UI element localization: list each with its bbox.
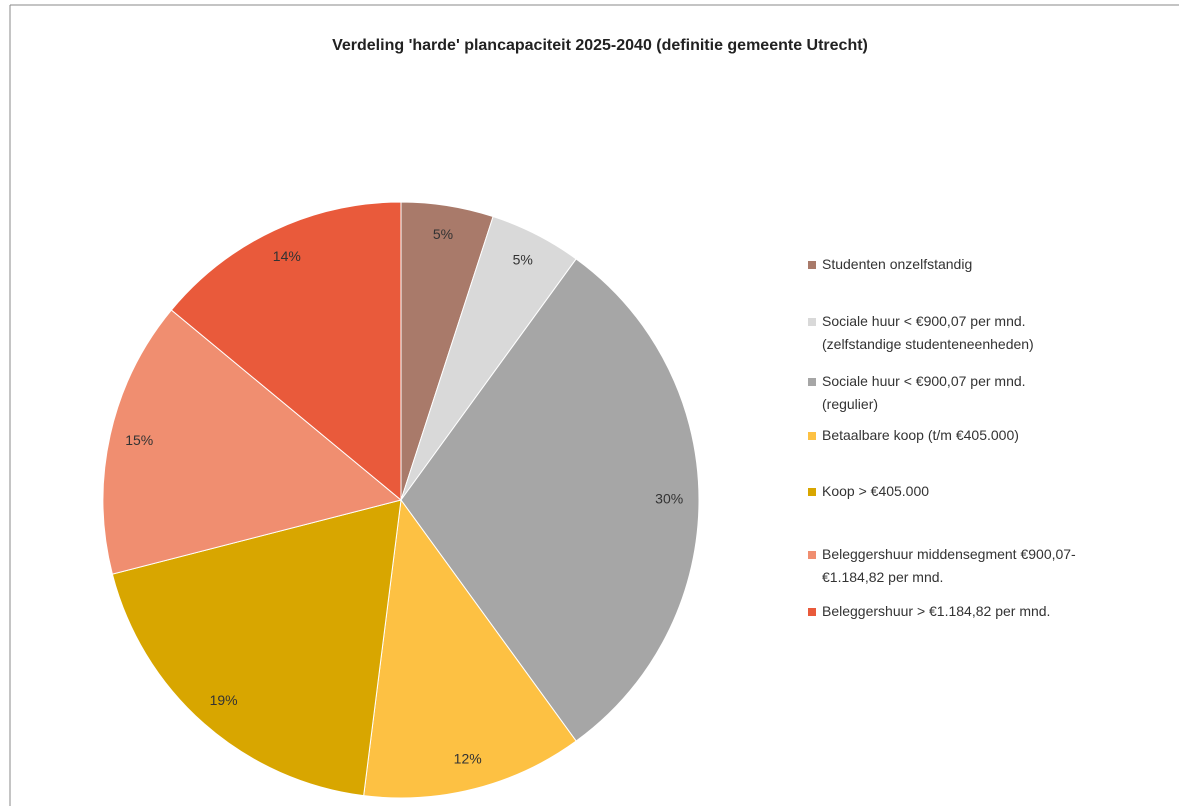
data-label: 19%: [210, 692, 238, 708]
legend-label: Sociale huur < €900,07 per mnd. (zelfsta…: [822, 313, 1034, 352]
legend-item: Studenten onzelfstandig: [808, 253, 972, 276]
legend-item: Betaalbare koop (t/m €405.000): [808, 424, 1019, 447]
legend-label: Beleggershuur > €1.184,82 per mnd.: [822, 603, 1051, 619]
data-label: 30%: [655, 491, 683, 507]
legend-item: Beleggershuur > €1.184,82 per mnd.: [808, 600, 1050, 623]
legend-label: Koop > €405.000: [822, 483, 930, 499]
data-label: 5%: [433, 226, 453, 242]
legend-item: Beleggershuur middensegment €900,07- €1.…: [808, 543, 1076, 589]
data-label: 15%: [125, 432, 153, 448]
pie-slice: [400, 258, 700, 742]
legend-swatch: [808, 261, 816, 269]
legend-item: Sociale huur < €900,07 per mnd. (regulie…: [808, 370, 1026, 416]
pie-slice: [170, 201, 402, 502]
legend-item: Sociale huur < €900,07 per mnd. (zelfsta…: [808, 310, 1034, 356]
legend-label: Sociale huur < €900,07 per mnd. (regulie…: [822, 373, 1026, 412]
legend-swatch: [808, 318, 816, 326]
legend-swatch: [808, 378, 816, 386]
legend-swatch: [808, 551, 816, 559]
legend-label: Beleggershuur middensegment €900,07- €1.…: [822, 546, 1076, 585]
pie-slice: [111, 499, 402, 797]
data-label: 5%: [513, 252, 533, 268]
pie-slice: [102, 309, 403, 575]
legend-swatch: [808, 432, 816, 440]
data-label: 14%: [273, 248, 301, 264]
data-label: 12%: [454, 750, 482, 766]
legend-label: Studenten onzelfstandig: [822, 256, 973, 272]
legend-label: Betaalbare koop (t/m €405.000): [822, 427, 1019, 443]
pie-slice: [363, 498, 577, 799]
legend-item: Koop > €405.000: [808, 480, 929, 503]
legend-swatch: [808, 488, 816, 496]
chart-title: Verdeling 'harde' plancapaciteit 2025-20…: [332, 37, 868, 54]
legend-swatch: [808, 608, 816, 616]
